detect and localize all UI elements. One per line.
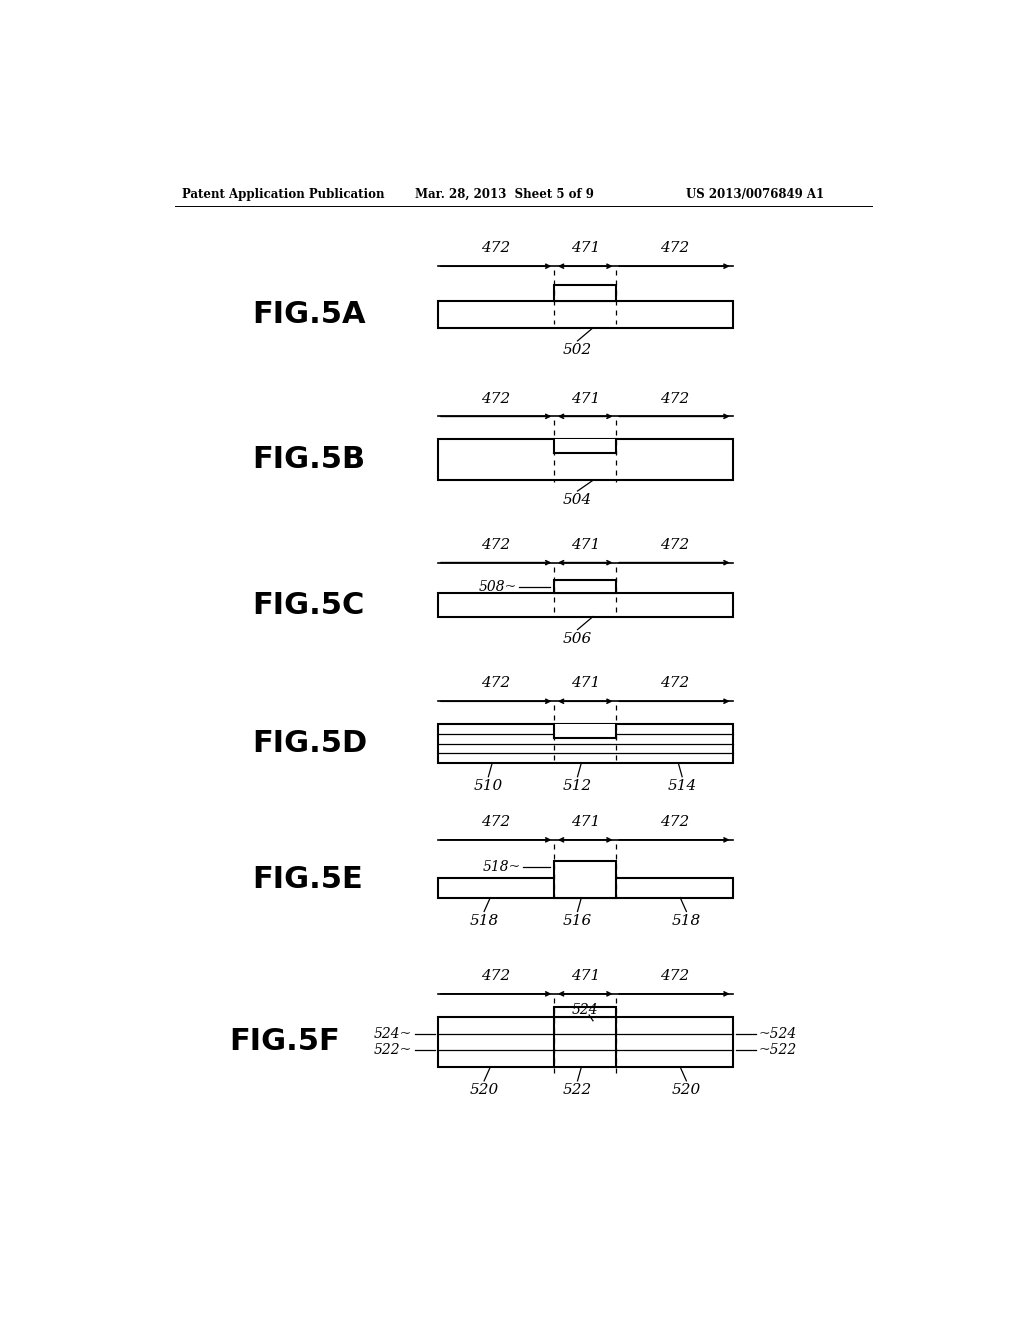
Text: 472: 472 bbox=[481, 242, 511, 256]
Text: 471: 471 bbox=[570, 242, 600, 256]
Text: 472: 472 bbox=[659, 392, 689, 405]
Bar bbox=[438, 1016, 732, 1067]
Text: 472: 472 bbox=[659, 676, 689, 690]
Text: Patent Application Publication: Patent Application Publication bbox=[182, 187, 385, 201]
Text: 514: 514 bbox=[668, 779, 696, 793]
Text: FIG.5C: FIG.5C bbox=[252, 590, 365, 619]
Text: 472: 472 bbox=[481, 537, 511, 552]
Text: FIG.5A: FIG.5A bbox=[252, 300, 366, 329]
Bar bbox=[554, 581, 616, 594]
Text: 471: 471 bbox=[570, 814, 600, 829]
Bar bbox=[438, 440, 732, 480]
Text: 472: 472 bbox=[659, 969, 689, 983]
Text: 516: 516 bbox=[563, 913, 592, 928]
Text: 518~: 518~ bbox=[482, 861, 521, 874]
Bar bbox=[438, 725, 732, 763]
Text: US 2013/0076849 A1: US 2013/0076849 A1 bbox=[686, 187, 824, 201]
Text: FIG.5B: FIG.5B bbox=[252, 445, 366, 474]
Text: 524~: 524~ bbox=[374, 1027, 413, 1040]
Bar bbox=[438, 594, 732, 616]
Text: 472: 472 bbox=[659, 814, 689, 829]
Bar bbox=[554, 440, 616, 453]
Text: ~524: ~524 bbox=[758, 1027, 797, 1040]
Text: FIG.5E: FIG.5E bbox=[252, 865, 362, 894]
Text: 522~: 522~ bbox=[374, 1043, 413, 1057]
Text: ~522: ~522 bbox=[758, 1043, 797, 1057]
Text: 502: 502 bbox=[563, 343, 592, 358]
Text: 506: 506 bbox=[563, 632, 592, 645]
Text: 472: 472 bbox=[659, 242, 689, 256]
Text: 508~: 508~ bbox=[479, 579, 517, 594]
Text: 518: 518 bbox=[469, 913, 499, 928]
Bar bbox=[554, 725, 616, 738]
Text: 472: 472 bbox=[659, 537, 689, 552]
Text: FIG.5F: FIG.5F bbox=[228, 1027, 340, 1056]
Text: 472: 472 bbox=[481, 676, 511, 690]
Text: 472: 472 bbox=[481, 814, 511, 829]
Text: 504: 504 bbox=[563, 494, 592, 507]
Bar bbox=[438, 301, 732, 327]
Text: 471: 471 bbox=[570, 392, 600, 405]
Text: 520: 520 bbox=[469, 1084, 499, 1097]
Text: 518: 518 bbox=[672, 913, 701, 928]
Text: 471: 471 bbox=[570, 969, 600, 983]
Text: 471: 471 bbox=[570, 676, 600, 690]
Text: 512: 512 bbox=[563, 779, 592, 793]
Text: FIG.5D: FIG.5D bbox=[252, 729, 368, 758]
Text: 522: 522 bbox=[563, 1084, 592, 1097]
Text: 510: 510 bbox=[474, 779, 503, 793]
Text: 472: 472 bbox=[481, 392, 511, 405]
Text: Mar. 28, 2013  Sheet 5 of 9: Mar. 28, 2013 Sheet 5 of 9 bbox=[415, 187, 594, 201]
Text: 471: 471 bbox=[570, 537, 600, 552]
Text: 520: 520 bbox=[672, 1084, 701, 1097]
Text: 472: 472 bbox=[481, 969, 511, 983]
Text: 524: 524 bbox=[572, 1003, 599, 1018]
Bar bbox=[554, 1007, 616, 1016]
Bar bbox=[554, 285, 616, 301]
Bar bbox=[554, 861, 616, 898]
Bar bbox=[438, 878, 732, 898]
